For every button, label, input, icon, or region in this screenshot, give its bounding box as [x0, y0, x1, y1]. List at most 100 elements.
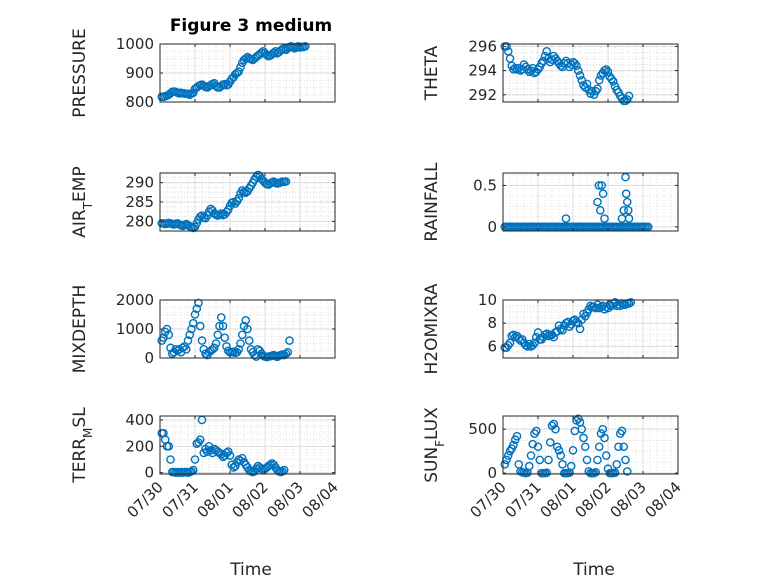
data-point — [213, 330, 223, 340]
y-tick-label: 6 — [487, 337, 497, 355]
data-point — [545, 438, 555, 447]
data-point — [229, 347, 238, 356]
data-point — [570, 59, 580, 68]
data-point — [617, 426, 627, 436]
data-point — [598, 424, 608, 434]
axes-box — [502, 415, 679, 475]
data-point — [551, 424, 560, 434]
data-point — [234, 193, 244, 203]
data-point — [257, 48, 266, 58]
data-point — [222, 207, 231, 217]
y-tick-label: 285 — [125, 193, 154, 211]
markers — [500, 172, 653, 232]
data-point — [542, 468, 552, 477]
y-axis-label: H2OMIXRA — [422, 283, 442, 374]
data-point — [577, 424, 587, 434]
x-tick-label: 08/04 — [299, 478, 342, 521]
data-point — [610, 468, 620, 477]
data-point — [215, 321, 224, 331]
data-point — [601, 65, 611, 74]
y-tick-label: 0 — [144, 464, 154, 482]
x-tick-label: 08/03 — [607, 478, 650, 521]
data-point — [234, 344, 244, 354]
y-tick-label: 294 — [468, 62, 497, 80]
data-point — [503, 451, 513, 460]
data-point — [608, 77, 618, 86]
data-point — [216, 209, 226, 218]
data-point — [524, 461, 534, 471]
axes-box — [502, 299, 679, 359]
data-point — [568, 445, 578, 455]
data-point — [187, 324, 196, 334]
data-point — [164, 330, 174, 340]
data-point — [554, 445, 564, 455]
data-point — [190, 310, 200, 319]
y-tick-label: 0 — [144, 349, 154, 367]
y-tick-label: 1000 — [116, 320, 154, 338]
markers — [157, 298, 294, 362]
data-point — [216, 313, 226, 322]
markers — [500, 298, 636, 352]
data-point — [600, 433, 609, 443]
data-point — [183, 336, 193, 345]
data-point — [575, 324, 585, 334]
data-point — [209, 343, 219, 353]
y-tick-label: 2000 — [116, 291, 154, 309]
panel-rainfall: 0 0.5 RAINFALL — [422, 162, 679, 242]
data-point — [220, 79, 230, 89]
data-point — [236, 62, 245, 72]
data-point — [234, 67, 244, 76]
y-tick-label: 10 — [478, 291, 497, 309]
y-tick-label: 200 — [125, 437, 154, 455]
data-point — [612, 460, 622, 469]
y-axis-label: TERRMSL — [70, 407, 95, 484]
data-point — [278, 467, 287, 476]
panel-pressure: 800 900 1000 PRESSURE — [70, 28, 336, 118]
data-point — [503, 340, 513, 350]
x-tick-label: 07/31 — [502, 478, 545, 521]
data-point — [549, 419, 559, 429]
data-point — [582, 79, 592, 89]
data-point — [566, 461, 576, 471]
y-tick-label: 292 — [468, 86, 497, 104]
panel-h2omixra: 6 8 10 H2OMIXRA — [422, 283, 679, 375]
data-point — [218, 321, 228, 331]
data-point — [528, 340, 538, 350]
data-point — [643, 222, 653, 232]
y-axis-label: MIXDEPTH — [70, 285, 90, 374]
data-point — [533, 442, 543, 452]
data-point — [195, 321, 205, 331]
x-tick-label: 08/02 — [572, 478, 615, 521]
y-tick-label: 1000 — [116, 35, 154, 53]
y-axis-label: SUNFLUX — [422, 407, 447, 483]
x-tick-label: 07/31 — [159, 478, 202, 521]
data-point — [509, 440, 518, 450]
x-tick-label: 08/02 — [229, 478, 272, 521]
data-point — [594, 181, 604, 190]
data-point — [556, 451, 566, 460]
data-point — [621, 172, 630, 182]
y-tick-label: 500 — [468, 420, 497, 438]
markers — [500, 42, 634, 106]
y-tick-label: 900 — [125, 64, 154, 82]
data-point — [211, 339, 221, 348]
data-point — [593, 197, 602, 207]
y-axis-label: THETA — [422, 45, 442, 101]
y-tick-label: 8 — [487, 314, 497, 332]
y-tick-label: 0 — [487, 464, 497, 482]
data-point — [281, 349, 291, 358]
data-point — [619, 205, 629, 215]
data-point — [230, 461, 240, 471]
x-axis-label-right: Time — [572, 560, 615, 580]
y-tick-label: 290 — [125, 174, 154, 192]
data-point — [220, 333, 230, 343]
data-point — [237, 330, 247, 340]
data-point — [281, 177, 291, 186]
axes-box — [159, 415, 336, 475]
data-point — [621, 189, 631, 199]
data-point — [624, 205, 633, 215]
data-point — [225, 451, 235, 460]
data-point — [582, 455, 592, 465]
